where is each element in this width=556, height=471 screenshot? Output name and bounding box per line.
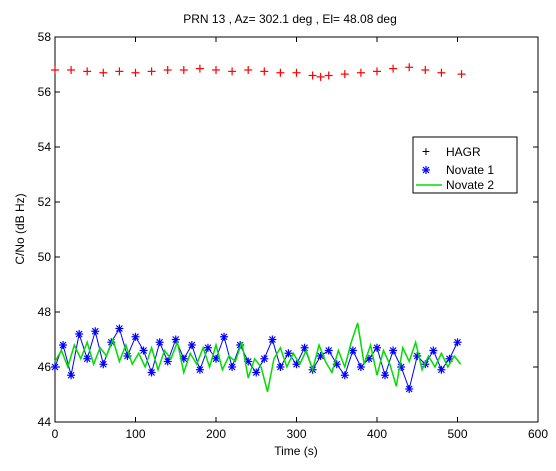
y-tick-label: 50 <box>38 250 52 264</box>
data-point-novate-1 <box>131 332 140 341</box>
x-tick-label: 500 <box>447 427 467 441</box>
chart-title: PRN 13 , Az= 302.1 deg , El= 48.08 deg <box>183 12 397 26</box>
data-point-novate-1 <box>171 335 180 344</box>
data-point-hagr <box>405 63 414 72</box>
data-point-hagr <box>276 68 285 77</box>
legend: + HAGR Novate 1 Novate 2 <box>412 136 518 194</box>
data-point-novate-1 <box>212 354 220 363</box>
data-point-novate-1 <box>220 332 229 341</box>
data-point-hagr <box>437 68 446 77</box>
data-point-novate-1 <box>437 365 446 374</box>
data-point-novate-1 <box>429 346 438 355</box>
data-point-novate-1 <box>276 363 285 371</box>
data-point-novate-1 <box>83 354 92 363</box>
data-point-hagr <box>389 64 398 73</box>
y-tick-label: 44 <box>38 415 52 429</box>
data-point-hagr <box>356 68 365 77</box>
data-point-novate-1 <box>381 371 390 380</box>
data-point-hagr <box>99 68 108 77</box>
data-point-novate-1 <box>147 368 156 377</box>
y-tick-label: 48 <box>38 305 52 319</box>
data-point-hagr <box>292 68 301 77</box>
legend-marker-asterisk <box>422 166 430 174</box>
data-point-novate-1 <box>155 338 164 347</box>
data-point-hagr <box>212 66 220 74</box>
data-point-hagr <box>163 66 172 74</box>
legend-label-novate-2: Novate 2 <box>446 178 494 192</box>
data-point-novate-1 <box>300 343 309 352</box>
data-point-hagr <box>51 66 59 74</box>
data-point-novate-1 <box>453 338 462 347</box>
data-point-hagr <box>316 72 325 81</box>
data-point-novate-1 <box>373 343 381 352</box>
data-point-hagr <box>131 68 140 77</box>
data-layer <box>51 63 466 393</box>
y-tick-label: 54 <box>38 140 52 154</box>
data-point-novate-1 <box>139 346 148 355</box>
legend-marker-plus: + <box>422 143 430 159</box>
data-point-novate-1 <box>203 343 212 352</box>
data-point-novate-1 <box>348 346 357 355</box>
legend-label-novate-1: Novate 1 <box>446 163 494 177</box>
data-point-novate-1 <box>195 365 204 374</box>
data-point-hagr <box>228 67 237 76</box>
x-tick-label: 400 <box>367 427 387 441</box>
data-point-novate-1 <box>356 363 365 371</box>
x-tick-label: 600 <box>528 427 548 441</box>
data-point-novate-1 <box>324 346 333 355</box>
legend-label-hagr: HAGR <box>446 145 481 159</box>
data-point-novate-1 <box>284 349 293 358</box>
data-point-novate-1 <box>252 368 261 377</box>
data-point-hagr <box>324 71 333 80</box>
y-axis-label: C/No (dB Hz) <box>13 193 27 264</box>
y-tick-label: 46 <box>38 360 52 374</box>
data-point-novate-1 <box>268 335 277 344</box>
data-point-novate-1 <box>75 330 84 338</box>
data-point-hagr <box>421 66 430 74</box>
data-point-hagr <box>260 67 269 76</box>
data-point-hagr <box>340 70 349 79</box>
legend-box <box>412 136 518 194</box>
data-point-novate-1 <box>187 341 196 349</box>
series-novate-2 <box>54 322 462 392</box>
y-tick-label: 56 <box>38 85 52 99</box>
data-point-novate-1 <box>99 360 108 369</box>
data-point-novate-1 <box>260 354 269 363</box>
ticks-layer: 0 100 200 300 400 500 600 44 46 48 50 52 54 56 58 <box>38 30 549 441</box>
data-point-hagr <box>308 71 317 80</box>
data-point-hagr <box>179 66 188 74</box>
x-axis-label: Time (s) <box>274 444 318 458</box>
data-point-novate-1 <box>340 371 349 380</box>
data-point-novate-1 <box>91 327 100 336</box>
data-point-novate-1 <box>389 346 398 355</box>
x-tick-label: 300 <box>286 427 306 441</box>
data-point-novate-1 <box>405 385 414 393</box>
data-point-novate-1 <box>67 371 76 380</box>
data-point-novate-1 <box>228 363 237 371</box>
data-point-novate-1 <box>59 341 68 349</box>
data-point-hagr <box>83 67 92 76</box>
data-point-hagr <box>457 70 466 79</box>
data-point-hagr <box>67 66 76 74</box>
data-point-hagr <box>373 67 381 76</box>
data-point-novate-1 <box>51 363 59 371</box>
x-tick-label: 200 <box>206 427 226 441</box>
series-hagr <box>51 63 466 81</box>
y-tick-label: 52 <box>38 195 52 209</box>
data-point-hagr <box>244 66 253 74</box>
data-point-novate-1 <box>115 324 124 333</box>
data-point-hagr <box>115 67 124 76</box>
data-point-hagr <box>195 64 204 73</box>
x-tick-label: 0 <box>52 427 59 441</box>
data-point-novate-1 <box>163 357 172 366</box>
series-line-novate-2 <box>54 322 462 392</box>
data-point-hagr <box>147 67 156 76</box>
y-tick-label: 58 <box>38 30 52 44</box>
x-tick-label: 100 <box>125 427 145 441</box>
